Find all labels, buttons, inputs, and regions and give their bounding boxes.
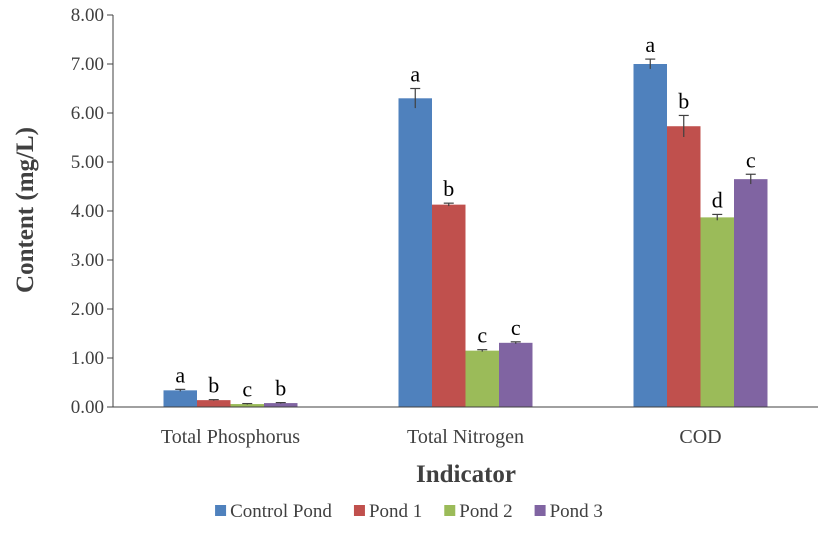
y-tick-label: 0.00 bbox=[71, 397, 104, 418]
significance-label: b bbox=[275, 376, 286, 401]
bar-pond-2-cod bbox=[700, 217, 734, 407]
legend-swatch-pond-2 bbox=[444, 505, 456, 516]
legend: Control Pond Pond 1 Pond 2 Pond 3 bbox=[215, 501, 603, 522]
x-tick-label: COD bbox=[679, 426, 721, 448]
bar-pond-3-total-nitrogen bbox=[499, 342, 533, 407]
legend-label: Pond 1 bbox=[369, 501, 422, 522]
legend-label: Control Pond bbox=[230, 501, 332, 522]
bar-pond-3-cod bbox=[734, 179, 768, 407]
significance-label: c bbox=[511, 315, 521, 340]
y-tick-label: 5.00 bbox=[71, 152, 104, 173]
y-tick-label: 3.00 bbox=[71, 250, 104, 271]
significance-label: b bbox=[208, 373, 219, 398]
y-axis-title: Content (mg/L) bbox=[12, 127, 39, 293]
bar-pond-1-cod bbox=[667, 126, 701, 407]
y-tick-label: 1.00 bbox=[71, 348, 104, 369]
x-axis-tick-labels: Total Phosphorus Total Nitrogen COD bbox=[161, 426, 722, 448]
significance-label: b bbox=[678, 88, 689, 113]
bar-pond-3-total-phosphorus bbox=[264, 403, 298, 407]
significance-label: c bbox=[242, 377, 252, 402]
significance-label: a bbox=[175, 362, 185, 387]
bar-pond-2-total-nitrogen bbox=[465, 350, 499, 407]
significance-label: d bbox=[712, 187, 723, 212]
bars-group bbox=[163, 64, 768, 408]
y-tick-label: 7.00 bbox=[71, 54, 104, 75]
legend-label: Pond 2 bbox=[459, 501, 512, 522]
x-tick-label: Total Phosphorus bbox=[161, 426, 300, 448]
bar-control-pond-total-nitrogen bbox=[398, 98, 432, 408]
significance-label: c bbox=[746, 147, 756, 172]
y-tick-label: 6.00 bbox=[71, 103, 104, 124]
error-bars-group bbox=[175, 58, 756, 405]
significance-label: a bbox=[410, 62, 420, 87]
bar-control-pond-total-phosphorus bbox=[163, 390, 197, 407]
legend-swatch-pond-1 bbox=[353, 505, 365, 516]
significance-label: b bbox=[443, 176, 454, 201]
y-tick-label: 8.00 bbox=[71, 5, 104, 26]
y-axis-ticks: 0.00 1.00 2.00 3.00 4.00 5.00 6.00 7.00 8.00 bbox=[71, 5, 113, 418]
legend-swatch-control-pond bbox=[215, 505, 227, 516]
significance-label: c bbox=[477, 323, 487, 348]
bar-control-pond-cod bbox=[633, 64, 667, 407]
bar-pond-1-total-phosphorus bbox=[197, 400, 231, 407]
legend-label: Pond 3 bbox=[550, 501, 603, 522]
axes-group bbox=[112, 15, 818, 408]
bar-pond-1-total-nitrogen bbox=[432, 204, 466, 407]
y-tick-label: 4.00 bbox=[71, 201, 104, 222]
x-axis-title: Indicator bbox=[416, 461, 516, 488]
legend-swatch-pond-3 bbox=[534, 505, 546, 516]
x-tick-label: Total Nitrogen bbox=[407, 426, 524, 448]
y-tick-label: 2.00 bbox=[71, 299, 104, 320]
bar-pond-2-total-phosphorus bbox=[230, 404, 264, 407]
significance-label: a bbox=[645, 32, 655, 57]
